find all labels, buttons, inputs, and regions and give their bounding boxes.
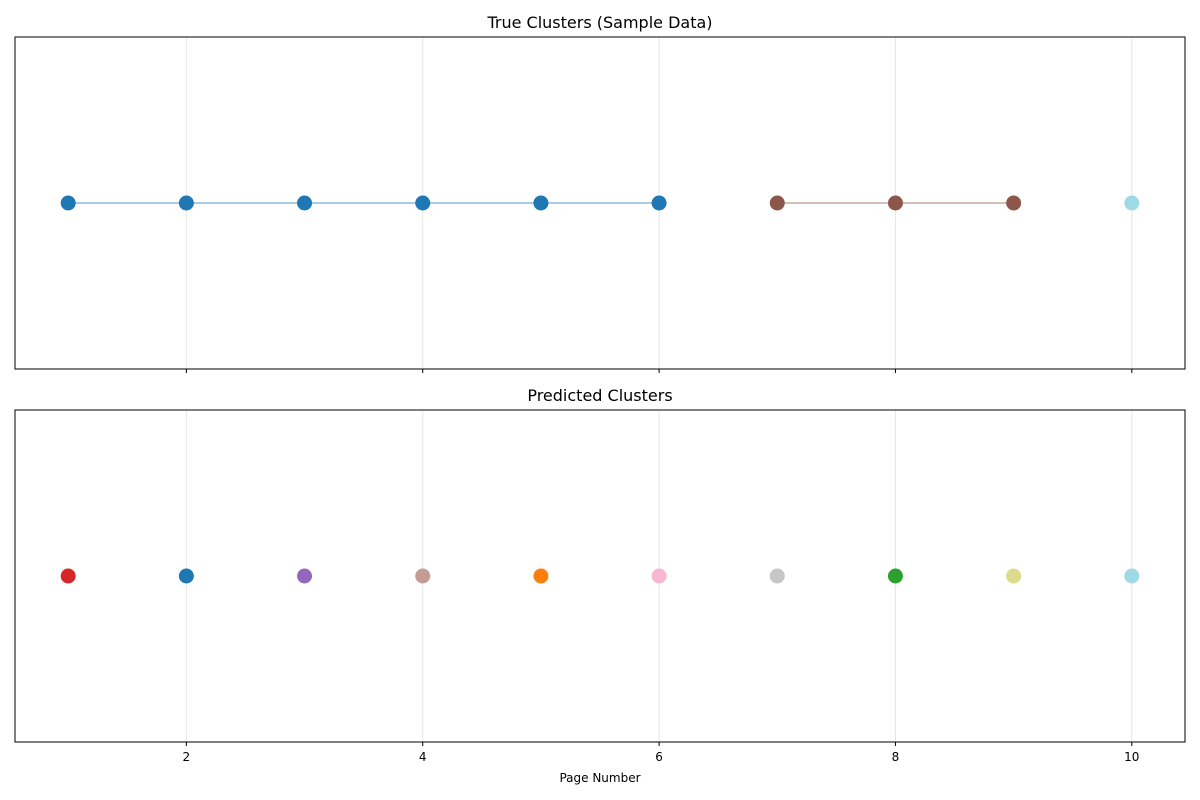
axes-frame [14, 409, 1186, 743]
data-point [178, 568, 194, 584]
data-point [1006, 568, 1022, 584]
data-point [769, 195, 785, 211]
x-tick-label: 8 [892, 750, 900, 764]
true-clusters-panel: True Clusters (Sample Data) [14, 13, 1186, 373]
data-point [533, 568, 549, 584]
data-point [887, 195, 903, 211]
data-point [533, 195, 549, 211]
data-point [415, 195, 431, 211]
data-point [297, 195, 313, 211]
axes-frame [14, 36, 1186, 370]
data-point [651, 195, 667, 211]
data-point [1124, 195, 1140, 211]
x-tick-label: 2 [183, 750, 191, 764]
x-tick-label: 4 [419, 750, 427, 764]
data-point [60, 195, 76, 211]
predicted-clusters-title: Predicted Clusters [527, 386, 672, 405]
data-point [60, 568, 76, 584]
data-point [415, 568, 431, 584]
data-point [1006, 195, 1022, 211]
data-point [178, 195, 194, 211]
data-point [1124, 568, 1140, 584]
data-point [887, 568, 903, 584]
predicted-clusters-panel: Predicted Clusters Page Number 2 4 6 8 10 [14, 386, 1186, 785]
x-tick-label: 10 [1124, 750, 1139, 764]
x-axis-label: Page Number [559, 771, 640, 785]
true-clusters-title: True Clusters (Sample Data) [486, 13, 712, 32]
data-point [651, 568, 667, 584]
x-tick-label: 6 [655, 750, 663, 764]
data-point [769, 568, 785, 584]
data-point [297, 568, 313, 584]
